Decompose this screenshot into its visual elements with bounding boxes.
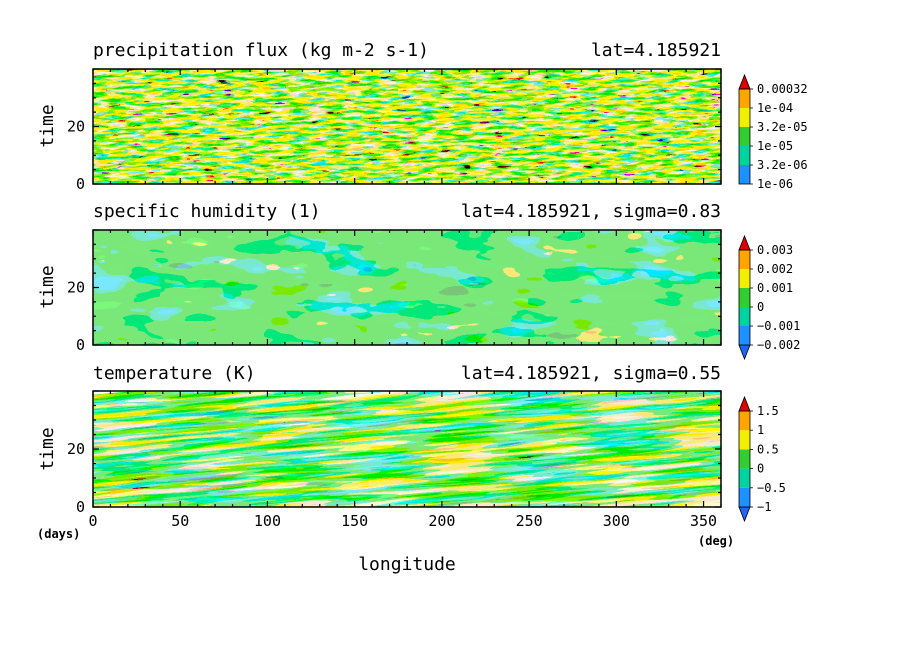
colorbar-band	[739, 326, 750, 345]
colorbar-label: 0.003	[757, 243, 793, 257]
colorbar-temperature: −1 −0.5 0 0.5 1 1.5	[738, 395, 786, 523]
colorbar-label: 1.5	[757, 404, 779, 418]
panel-title-humidity: specific humidity (1)	[93, 201, 321, 222]
colorbar-label: 0	[757, 462, 764, 476]
y-ticks-precipitation: 0 20	[67, 68, 721, 193]
x-unit-label: (deg)	[698, 534, 734, 548]
panel-temperature: temperature (K) lat=4.185921, sigma=0.55…	[37, 363, 786, 575]
colorbar-label: 0	[757, 300, 764, 314]
colorbar-label: 0.002	[757, 262, 793, 276]
colorbar-label: −0.002	[757, 338, 800, 352]
y-axis-label-temperature: time	[37, 427, 58, 470]
colorbar-label: −0.5	[757, 481, 786, 495]
colorbar-band	[739, 165, 750, 184]
colorbar-label: 1e-04	[757, 101, 793, 115]
colorbar-band	[739, 487, 750, 507]
colorbar-band	[739, 449, 750, 469]
colorbar-frame	[738, 410, 751, 508]
colorbar-label: 1e-06	[757, 177, 793, 191]
panel-title-precipitation: precipitation flux (kg m-2 s-1)	[93, 40, 429, 61]
x-tick-label: 250	[516, 512, 543, 530]
colorbar-label: 3.2e-05	[757, 120, 808, 134]
panel-precipitation: precipitation flux (kg m-2 s-1) lat=4.18…	[37, 40, 808, 193]
panel-title-temperature: temperature (K)	[93, 363, 256, 384]
colorbar-band	[739, 288, 750, 307]
colorbar-band	[739, 307, 750, 326]
colorbar-label: 0.5	[757, 442, 779, 456]
colorbar-upper-triangle	[738, 395, 751, 412]
colorbar-band	[739, 411, 750, 431]
y-tick-label: 0	[76, 498, 85, 516]
y-tick-label: 0	[76, 336, 85, 354]
x-tick-label: 100	[254, 512, 281, 530]
colorbar-lower-triangle	[738, 344, 751, 361]
colorbar-band	[739, 89, 750, 108]
colorbar-band	[739, 468, 750, 488]
colorbar-precipitation: 1e-06 3.2e-06 1e-05 3.2e-05 1e-04 0.00032	[738, 73, 808, 191]
y-tick-label: 20	[67, 279, 85, 297]
colorbar-upper-triangle	[738, 73, 751, 90]
y-axis-label-humidity: time	[37, 265, 58, 308]
colorbar-label: 0.001	[757, 281, 793, 295]
colorbar-band	[739, 108, 750, 127]
colorbar-label: −0.001	[757, 319, 800, 333]
colorbar-band	[739, 250, 750, 269]
panel-annotation-humidity: lat=4.185921, sigma=0.83	[461, 201, 721, 222]
colorbar-band	[739, 430, 750, 450]
colorbar-lower-triangle	[738, 506, 751, 523]
x-ticks-humidity	[92, 230, 722, 345]
heatmap-field-humidity	[93, 230, 721, 345]
panel-annotation-temperature: lat=4.185921, sigma=0.55	[461, 363, 721, 384]
colorbar-frame	[738, 88, 751, 185]
colorbar-label: 3.2e-06	[757, 158, 808, 172]
y-tick-label: 0	[76, 175, 85, 193]
x-tick-label: 0	[88, 512, 97, 530]
x-axis-label: longitude	[358, 554, 456, 575]
x-tick-label: 50	[171, 512, 189, 530]
colorbar-label: −1	[757, 500, 771, 514]
y-unit-label: (days)	[37, 527, 80, 541]
colorbar-band	[739, 146, 750, 165]
panel-humidity: specific humidity (1) lat=4.185921, sigm…	[37, 201, 800, 361]
y-ticks-temperature: 0 20	[67, 390, 721, 516]
colorbar-frame	[738, 249, 751, 346]
y-axis-label-precipitation: time	[37, 104, 58, 147]
heatmap-field-temperature	[93, 391, 721, 507]
y-tick-label: 20	[67, 118, 85, 136]
colorbar-label: 1	[757, 423, 764, 437]
x-tick-label: 200	[428, 512, 455, 530]
colorbar-band	[739, 127, 750, 146]
y-tick-label: 20	[67, 440, 85, 458]
colorbar-humidity: −0.002 −0.001 0 0.001 0.002 0.003	[738, 234, 800, 361]
x-tick-label: 150	[341, 512, 368, 530]
heatmap-field-precipitation	[93, 69, 721, 184]
x-tick-label: 350	[690, 512, 717, 530]
colorbar-label: 0.00032	[757, 82, 808, 96]
panel-annotation-precipitation: lat=4.185921	[591, 40, 721, 61]
y-ticks-humidity: 0 20	[67, 229, 721, 354]
colorbar-band	[739, 269, 750, 288]
x-ticks-precipitation	[92, 69, 722, 184]
x-tick-label: 300	[603, 512, 630, 530]
colorbar-upper-triangle	[738, 234, 751, 251]
x-ticks-temperature: 0 50 100 150 200 250 300 350	[88, 391, 722, 530]
colorbar-label: 1e-05	[757, 139, 793, 153]
